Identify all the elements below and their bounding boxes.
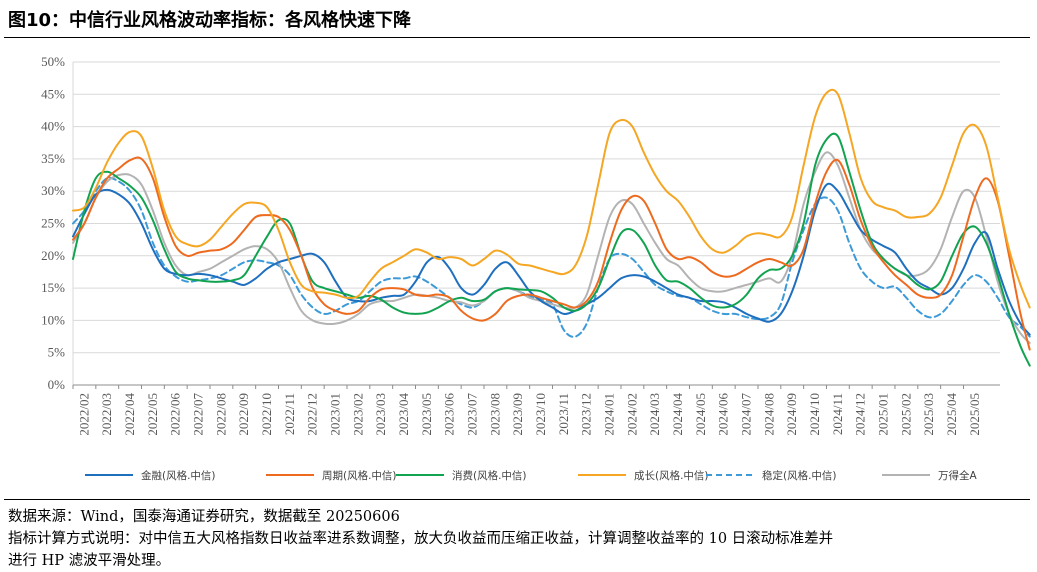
y-tick-label: 40% [41,119,65,134]
legend-label-3: 成长(风格.中信) [634,469,709,482]
x-tick-label: 2023/03 [373,393,388,436]
x-tick-label: 2025/05 [967,393,982,436]
x-tick-label: 2025/04 [944,393,959,436]
y-tick-label: 45% [41,86,65,101]
x-tick-label: 2022/11 [282,393,297,435]
x-tick-label: 2022/06 [168,393,183,436]
x-tick-label: 2024/03 [647,393,662,436]
x-tick-label: 2022/02 [76,393,91,436]
y-tick-label: 0% [48,377,66,392]
x-tick-label: 2023/04 [396,393,411,436]
x-tick-label: 2023/05 [419,393,434,436]
y-tick-label: 50% [41,54,65,69]
x-tick-label: 2022/12 [305,393,320,436]
legend-label-2: 消费(风格.中信) [452,469,527,482]
x-tick-label: 2024/10 [807,393,822,436]
title-rule [4,37,1030,38]
x-tick-label: 2023/10 [533,393,548,436]
y-tick-label: 30% [41,183,65,198]
x-tick-label: 2024/01 [602,393,617,436]
x-tick-label: 2025/02 [898,393,913,436]
y-tick-label: 25% [41,216,65,231]
legend-label-0: 金融(风格.中信) [141,469,216,482]
x-tick-label: 2023/11 [556,393,571,435]
method-note-line1: 指标计算方式说明：对中信五大风格指数日收益率进系数调整，放大负收益而压缩正收益，… [8,531,834,547]
y-tick-label: 5% [48,345,66,360]
y-tick-label: 10% [41,312,65,327]
legend-label-4: 稳定(风格.中信) [762,469,837,482]
x-tick-label: 2024/09 [784,393,799,436]
x-tick-label: 2023/07 [465,393,480,436]
footer-rule [4,499,1030,500]
x-tick-label: 2023/08 [487,393,502,436]
x-tick-label: 2024/08 [761,393,776,436]
x-tick-label: 2023/02 [350,393,365,436]
series-line-3 [72,88,1031,309]
y-tick-label: 15% [41,280,65,295]
line-chart: 0% 5% 10% 15% 20% 25% 30% 35% 40% 45% 50% 2022/02 2… [0,40,1037,495]
x-tick-label: 2022/10 [259,393,274,436]
x-tick-label: 2023/06 [442,393,457,436]
x-tick-label: 2022/07 [191,393,206,436]
series-line-5 [72,151,1031,344]
method-note-line2: 进行 HP 滤波平滑处理。 [8,553,171,569]
x-tick-label: 2024/05 [693,393,708,436]
series-line-0 [72,182,1031,336]
series-line-1 [72,156,1031,351]
x-tick-label: 2024/12 [853,393,868,436]
legend-label-1: 周期(风格.中信) [322,469,397,482]
x-tick-label: 2024/06 [716,393,731,436]
x-tick-label: 2022/08 [213,393,228,436]
figure-title: 图10：中信行业风格波动率指标：各风格快速下降 [8,10,412,31]
y-tick-label: 20% [41,248,65,263]
x-tick-label: 2022/09 [236,393,251,436]
x-tick-label: 2022/03 [99,393,114,436]
x-tick-label: 2023/12 [579,393,594,436]
x-tick-label: 2024/04 [670,393,685,436]
source-note: 数据来源：Wind，国泰海通证券研究，数据截至 20250606 [8,509,400,525]
x-tick-label: 2024/07 [739,393,754,436]
x-tick-label: 2025/01 [876,393,891,436]
legend-label-5: 万得全A [938,469,977,482]
y-tick-label: 35% [41,151,65,166]
x-tick-label: 2025/03 [921,393,936,436]
x-tick-label: 2023/01 [328,393,343,436]
x-tick-label: 2024/02 [624,393,639,436]
x-tick-label: 2023/09 [510,393,525,436]
x-tick-label: 2024/11 [830,393,845,435]
x-tick-label: 2022/05 [145,393,160,436]
series-line-2 [72,132,1031,367]
x-tick-label: 2022/04 [122,393,137,436]
